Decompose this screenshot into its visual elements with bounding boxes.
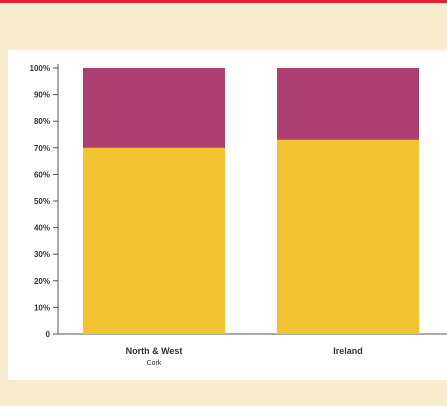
y-tick-label: 0: [46, 330, 51, 339]
y-tick-label: 10%: [34, 303, 50, 312]
y-tick-label: 70%: [34, 144, 50, 153]
bar-layer: [83, 68, 419, 334]
bar-segment-1-1: [83, 147, 225, 334]
y-tick-label: 100%: [30, 64, 50, 73]
bar-segment-2-1: [83, 68, 225, 148]
bar-segment-2-2: [277, 68, 419, 140]
category-label: Ireland: [333, 346, 363, 356]
category-label: Cork: [147, 360, 162, 367]
label-layer: North & West Cork Ireland: [126, 346, 363, 367]
y-tick-label: 90%: [34, 91, 50, 100]
y-tick-label: 30%: [34, 250, 50, 259]
y-tick-label: 40%: [34, 224, 50, 233]
y-tick-label: 50%: [34, 197, 50, 206]
bar-segment-1-2: [277, 139, 419, 334]
top-rule: [0, 0, 447, 3]
category-label: North & West: [126, 346, 183, 356]
stacked-bar-chart: 0 10% 20% 30% 40% 50% 60% 70% 80% 90% 100% North &…: [30, 64, 447, 367]
y-tick-label: 80%: [34, 117, 50, 126]
y-tick-label: 20%: [34, 277, 50, 286]
chart-panel: 0 10% 20% 30% 40% 50% 60% 70% 80% 90% 100% North &…: [8, 50, 447, 380]
y-tick-label: 60%: [34, 170, 50, 179]
